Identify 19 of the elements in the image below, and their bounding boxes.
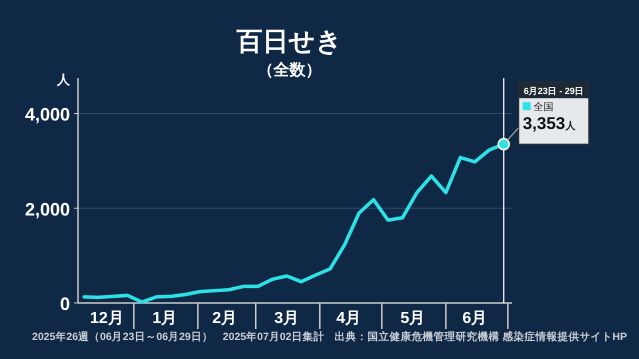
chart-title: 百日せき [236,26,342,56]
text: 2025年26週（06月23日～06月29日） [32,330,213,343]
x-tick-label: 5月 [400,310,426,327]
x-tick-label: 12月 [90,310,124,327]
text: 6月23日 - 29日 [524,86,584,96]
y-tick-label: 0 [60,294,70,314]
x-tick-label: 6月 [462,310,488,327]
legend-label: 全国 [534,101,554,114]
y-tick-label: 2,000 [24,199,70,220]
source-note: 出典：国立健康危機管理研究機構 感染症情報提供サイトHP [334,330,627,343]
x-tick-label: 2月 [212,310,238,327]
x-tick-label: 1月 [152,310,178,327]
y-tick-label: 4,000 [24,104,70,125]
text: 2025年07月02日集計 [222,330,324,343]
y-axis-title: 人 [56,72,71,87]
data-label: 3,353人 [522,114,576,134]
x-tick-label: 3月 [274,310,300,327]
chart-subtitle: （全数） [258,61,322,79]
x-tick-label: 4月 [336,310,362,327]
